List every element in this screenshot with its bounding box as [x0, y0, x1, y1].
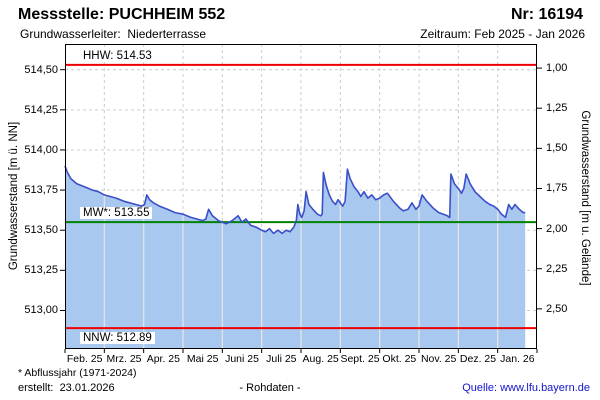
y-tick-label-right: 1,25 [546, 102, 568, 115]
y-tick-label-right: 1,75 [546, 182, 568, 195]
data-type-label: - Rohdaten - [239, 382, 301, 394]
page-title: Messstelle: PUCHHEIM 552 [18, 6, 226, 23]
station-number: Nr: 16194 [510, 6, 583, 23]
y-tick-label-left: 514,00 [24, 143, 58, 156]
x-tick-label: Aug. 25 [302, 353, 339, 365]
plot-border [65, 44, 537, 349]
y-tick-label-left: 513,00 [24, 304, 58, 317]
mw-line-label: MW*: 513.55 [80, 207, 153, 220]
y-tick-label-right: 1,00 [546, 62, 568, 75]
x-tick-label: Dez. 25 [459, 353, 497, 365]
x-tick-label: Feb. 25 [66, 353, 103, 365]
y-tick-label-right: 2,50 [546, 302, 568, 315]
x-tick-label: Juli 25 [266, 353, 297, 365]
x-tick-label: Mai 25 [186, 353, 219, 365]
x-tick-label: Sept. 25 [340, 353, 380, 365]
y-axis-title-right: Grundwasserstand [m u. Gelände] [579, 110, 591, 286]
y-tick-label-right: 2,25 [546, 262, 568, 275]
y-tick-label-right: 1,50 [546, 142, 568, 155]
y-tick-label-right: 2,00 [546, 222, 568, 235]
source-link[interactable]: Quelle: www.lfu.bayern.de [462, 382, 590, 394]
y-tick-label-left: 513,50 [24, 224, 58, 237]
axis-ticks [60, 67, 542, 353]
x-tick-label: Okt. 25 [382, 353, 417, 365]
groundwater-area-fill [65, 166, 526, 349]
x-tick-label: Juni 25 [225, 353, 259, 365]
aquifer-label: Grundwasserleiter: Niederterrasse [20, 27, 207, 41]
groundwater-curve [64, 165, 526, 235]
y-tick-label-left: 514,50 [24, 63, 58, 76]
hhw-line-label: HHW: 514.53 [80, 49, 155, 62]
y-tick-label-left: 514,25 [24, 103, 58, 116]
chart-plot-area [60, 44, 542, 353]
x-tick-label: Apr. 25 [146, 353, 180, 365]
footnote: * Abflussjahr (1971-2024) [18, 367, 137, 379]
nnw-line-label: NNW: 512.89 [80, 332, 155, 345]
period-label: Zeitraum: Feb 2025 - Jan 2026 [420, 27, 585, 41]
x-tick-label: Jan. 26 [500, 353, 535, 365]
y-tick-label-left: 513,75 [24, 184, 58, 197]
created-date: erstellt: 23.01.2026 [18, 382, 115, 394]
y-tick-label-left: 513,25 [24, 264, 58, 277]
x-tick-label: Nov. 25 [420, 353, 457, 365]
x-tick-label: Mrz. 25 [106, 353, 142, 365]
